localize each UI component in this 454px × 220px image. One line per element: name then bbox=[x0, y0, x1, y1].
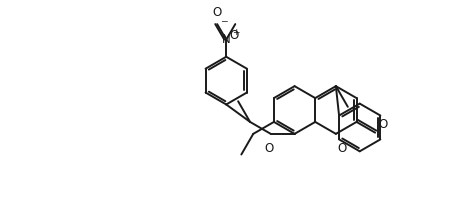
Text: O: O bbox=[212, 6, 222, 19]
Text: O: O bbox=[338, 142, 347, 155]
Text: +: + bbox=[232, 28, 239, 37]
Text: O: O bbox=[229, 29, 238, 42]
Text: O: O bbox=[264, 142, 273, 155]
Text: N: N bbox=[222, 33, 231, 46]
Text: ⁻: ⁻ bbox=[221, 17, 228, 32]
Text: O: O bbox=[378, 118, 387, 131]
